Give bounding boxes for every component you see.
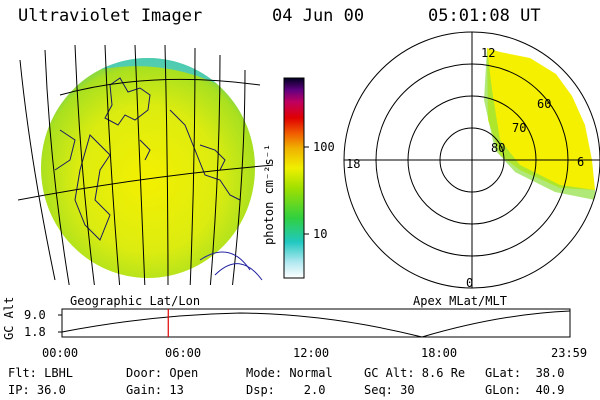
altitude-plot bbox=[58, 308, 571, 338]
x-tick-1800: 18:00 bbox=[421, 346, 458, 360]
mlt-label-12: 12 bbox=[481, 46, 496, 60]
altitude-axis-label: GC Alt bbox=[2, 296, 16, 340]
x-tick-0600: 06:00 bbox=[165, 346, 202, 360]
mlt-label-6: 6 bbox=[577, 155, 585, 169]
status-gain: Gain: 13 bbox=[126, 383, 184, 397]
x-tick-1200: 12:00 bbox=[293, 346, 330, 360]
x-tick-0000: 00:00 bbox=[42, 346, 79, 360]
status-glon: GLon: 40.9 bbox=[485, 383, 565, 397]
polar-title: Apex MLat/MLT bbox=[413, 294, 507, 308]
status-filter: Flt: LBHL bbox=[8, 366, 74, 380]
alt-tick-1-8: 1.8 bbox=[24, 325, 46, 339]
status-dsp: Dsp: 2.0 bbox=[246, 383, 326, 397]
x-tick-2359: 23:59 bbox=[551, 346, 588, 360]
mlat-label-70: 70 bbox=[512, 121, 527, 135]
status-mode: Mode: Normal bbox=[246, 366, 333, 380]
colorbar-tick-100: 100 bbox=[313, 140, 335, 154]
mlt-label-18: 18 bbox=[346, 157, 361, 171]
status-ip: IP: 36.0 bbox=[8, 383, 66, 397]
map-title: Geographic Lat/Lon bbox=[70, 294, 201, 308]
mlat-label-60: 60 bbox=[537, 97, 552, 111]
colorbar-unit-label: photon cm⁻²s⁻¹ bbox=[262, 143, 276, 245]
time-label: 05:01:08 UT bbox=[428, 6, 541, 26]
date-label: 04 Jun 00 bbox=[272, 6, 365, 26]
earth-image bbox=[18, 45, 273, 285]
alt-tick-9: 9.0 bbox=[24, 308, 46, 322]
colorbar bbox=[283, 77, 305, 279]
status-glat: GLat: 38.0 bbox=[485, 366, 565, 380]
mlat-label-80: 80 bbox=[491, 141, 506, 155]
polar-plot bbox=[343, 31, 600, 289]
colorbar-tick-10: 10 bbox=[313, 227, 328, 241]
instrument-title: Ultraviolet Imager bbox=[18, 6, 203, 26]
status-seq: Seq: 30 bbox=[364, 383, 415, 397]
status-gc-alt: GC Alt: 8.6 Re bbox=[364, 366, 466, 380]
mlt-label-0: 0 bbox=[466, 276, 474, 290]
status-door: Door: Open bbox=[126, 366, 199, 380]
